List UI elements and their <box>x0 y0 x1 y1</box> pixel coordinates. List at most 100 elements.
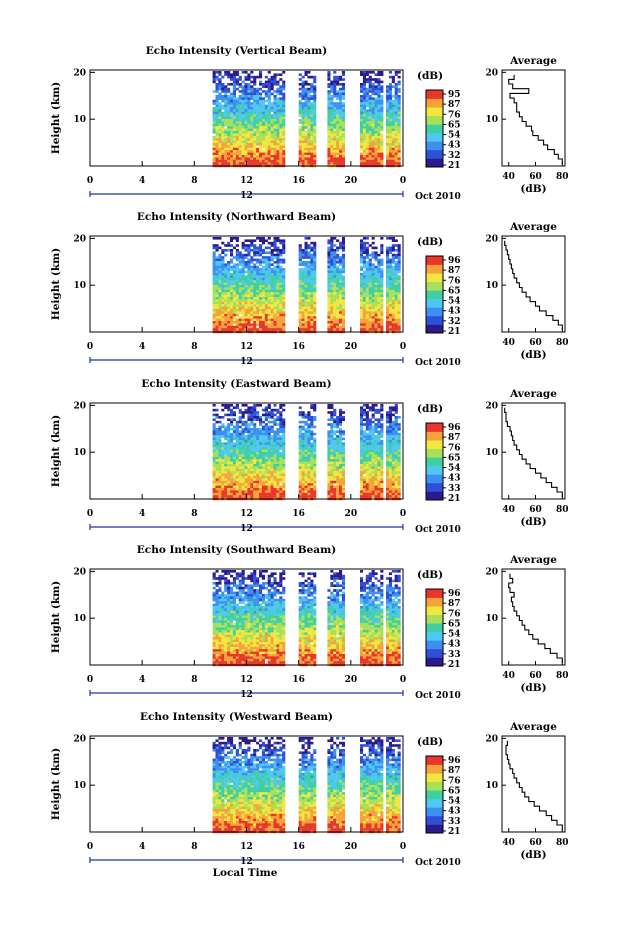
heatmap-cell <box>224 287 228 290</box>
heatmap-cell <box>341 325 345 329</box>
heatmap-cell <box>259 311 263 314</box>
heatmap-cell <box>333 133 337 136</box>
heatmap-cell <box>215 309 219 312</box>
heatmap-cell <box>374 128 378 132</box>
heatmap-cell <box>247 478 251 481</box>
heatmap-cell <box>267 442 271 445</box>
heatmap-cell <box>273 147 277 151</box>
heatmap-cell <box>362 249 366 252</box>
colorbar-swatch <box>426 290 443 300</box>
heatmap-cell <box>264 162 268 165</box>
heatmap-cell <box>279 275 283 278</box>
x-tick-label: 8 <box>191 176 197 186</box>
heatmap-cell <box>221 449 225 453</box>
heatmap-cell <box>241 292 245 295</box>
heatmap-cell <box>221 328 225 331</box>
heatmap-cell <box>365 256 369 259</box>
heatmap-cell <box>238 478 242 481</box>
heatmap-cell <box>212 263 216 266</box>
heatmap-cell <box>241 111 245 115</box>
heatmap-cell <box>212 440 216 443</box>
heatmap-cell <box>276 416 280 419</box>
heatmap-cell <box>259 95 263 98</box>
heatmap-cell <box>310 140 314 144</box>
heatmap-cell <box>267 123 271 127</box>
heatmap-cell <box>365 95 369 98</box>
heatmap-cell <box>339 423 343 426</box>
heatmap-cell <box>247 119 251 122</box>
heatmap-cell <box>304 316 308 319</box>
heatmap-cell <box>247 102 251 105</box>
heatmap-cell <box>371 87 375 91</box>
heatmap-cell <box>388 114 392 117</box>
heatmap-cell <box>304 152 308 156</box>
heatmap-cell <box>304 273 308 276</box>
heatmap-cell <box>241 428 245 431</box>
heatmap-cell <box>380 258 384 262</box>
heatmap-cell <box>388 297 392 300</box>
heatmap-cell <box>227 480 231 484</box>
heatmap-cell <box>253 473 257 477</box>
heatmap-cell <box>377 155 381 158</box>
heatmap-cell <box>273 273 277 276</box>
heatmap-cell <box>327 270 331 274</box>
heatmap-cell <box>250 432 254 436</box>
heatmap-cell <box>360 328 364 331</box>
heatmap-cell <box>394 102 398 105</box>
heatmap-cell <box>380 292 384 295</box>
heatmap-cell <box>298 126 302 129</box>
heatmap-cell <box>279 425 283 429</box>
heatmap-cell <box>360 135 364 139</box>
heatmap-cell <box>301 304 305 307</box>
heatmap-cell <box>304 299 308 302</box>
heatmap-cell <box>215 268 219 271</box>
heatmap-cell <box>276 478 280 481</box>
heatmap-cell <box>380 249 384 252</box>
heatmap-cell <box>341 432 345 436</box>
heatmap-cell <box>270 83 274 86</box>
heatmap-cell <box>224 428 228 431</box>
heatmap-cell <box>250 435 254 438</box>
heatmap-cell <box>368 107 372 110</box>
heatmap-cell <box>304 99 308 103</box>
heatmap-cell <box>235 119 239 122</box>
heatmap-cell <box>304 80 308 84</box>
heatmap-cell <box>218 495 222 498</box>
heatmap-cell <box>388 249 392 252</box>
heatmap-cell <box>330 249 334 252</box>
heatmap-cell <box>235 325 239 329</box>
heatmap-cell <box>362 140 366 144</box>
heatmap-cell <box>256 447 260 450</box>
heatmap-cell <box>247 75 251 79</box>
heatmap-cell <box>264 135 268 139</box>
heatmap-cell <box>273 155 277 158</box>
heatmap-cell <box>313 495 317 498</box>
heatmap-cell <box>307 442 311 445</box>
heatmap-cell <box>238 292 242 295</box>
heatmap-cell <box>276 459 280 462</box>
heatmap-cell <box>264 490 268 493</box>
heatmap-cell <box>270 309 274 312</box>
heatmap-cell <box>298 485 302 489</box>
heatmap-cell <box>301 299 305 302</box>
heatmap-cell <box>256 280 260 283</box>
heatmap-cell <box>386 325 390 329</box>
heatmap-cell <box>371 85 375 88</box>
heatmap-cell <box>247 90 251 93</box>
heatmap-cell <box>241 313 245 317</box>
heatmap-cell <box>386 237 390 240</box>
heatmap-cell <box>313 416 317 419</box>
heatmap-cell <box>232 476 236 479</box>
heatmap-cell <box>371 83 375 86</box>
heatmap-cell <box>212 135 216 139</box>
heatmap-cell <box>253 83 257 86</box>
heatmap-cell <box>362 309 366 312</box>
heatmap-cell <box>377 162 381 165</box>
heatmap-cell <box>230 104 234 108</box>
heatmap-cell <box>301 261 305 264</box>
heatmap-cell <box>221 83 225 86</box>
heatmap-cell <box>256 152 260 156</box>
heatmap-cell <box>227 107 231 110</box>
heatmap-cell <box>218 116 222 120</box>
